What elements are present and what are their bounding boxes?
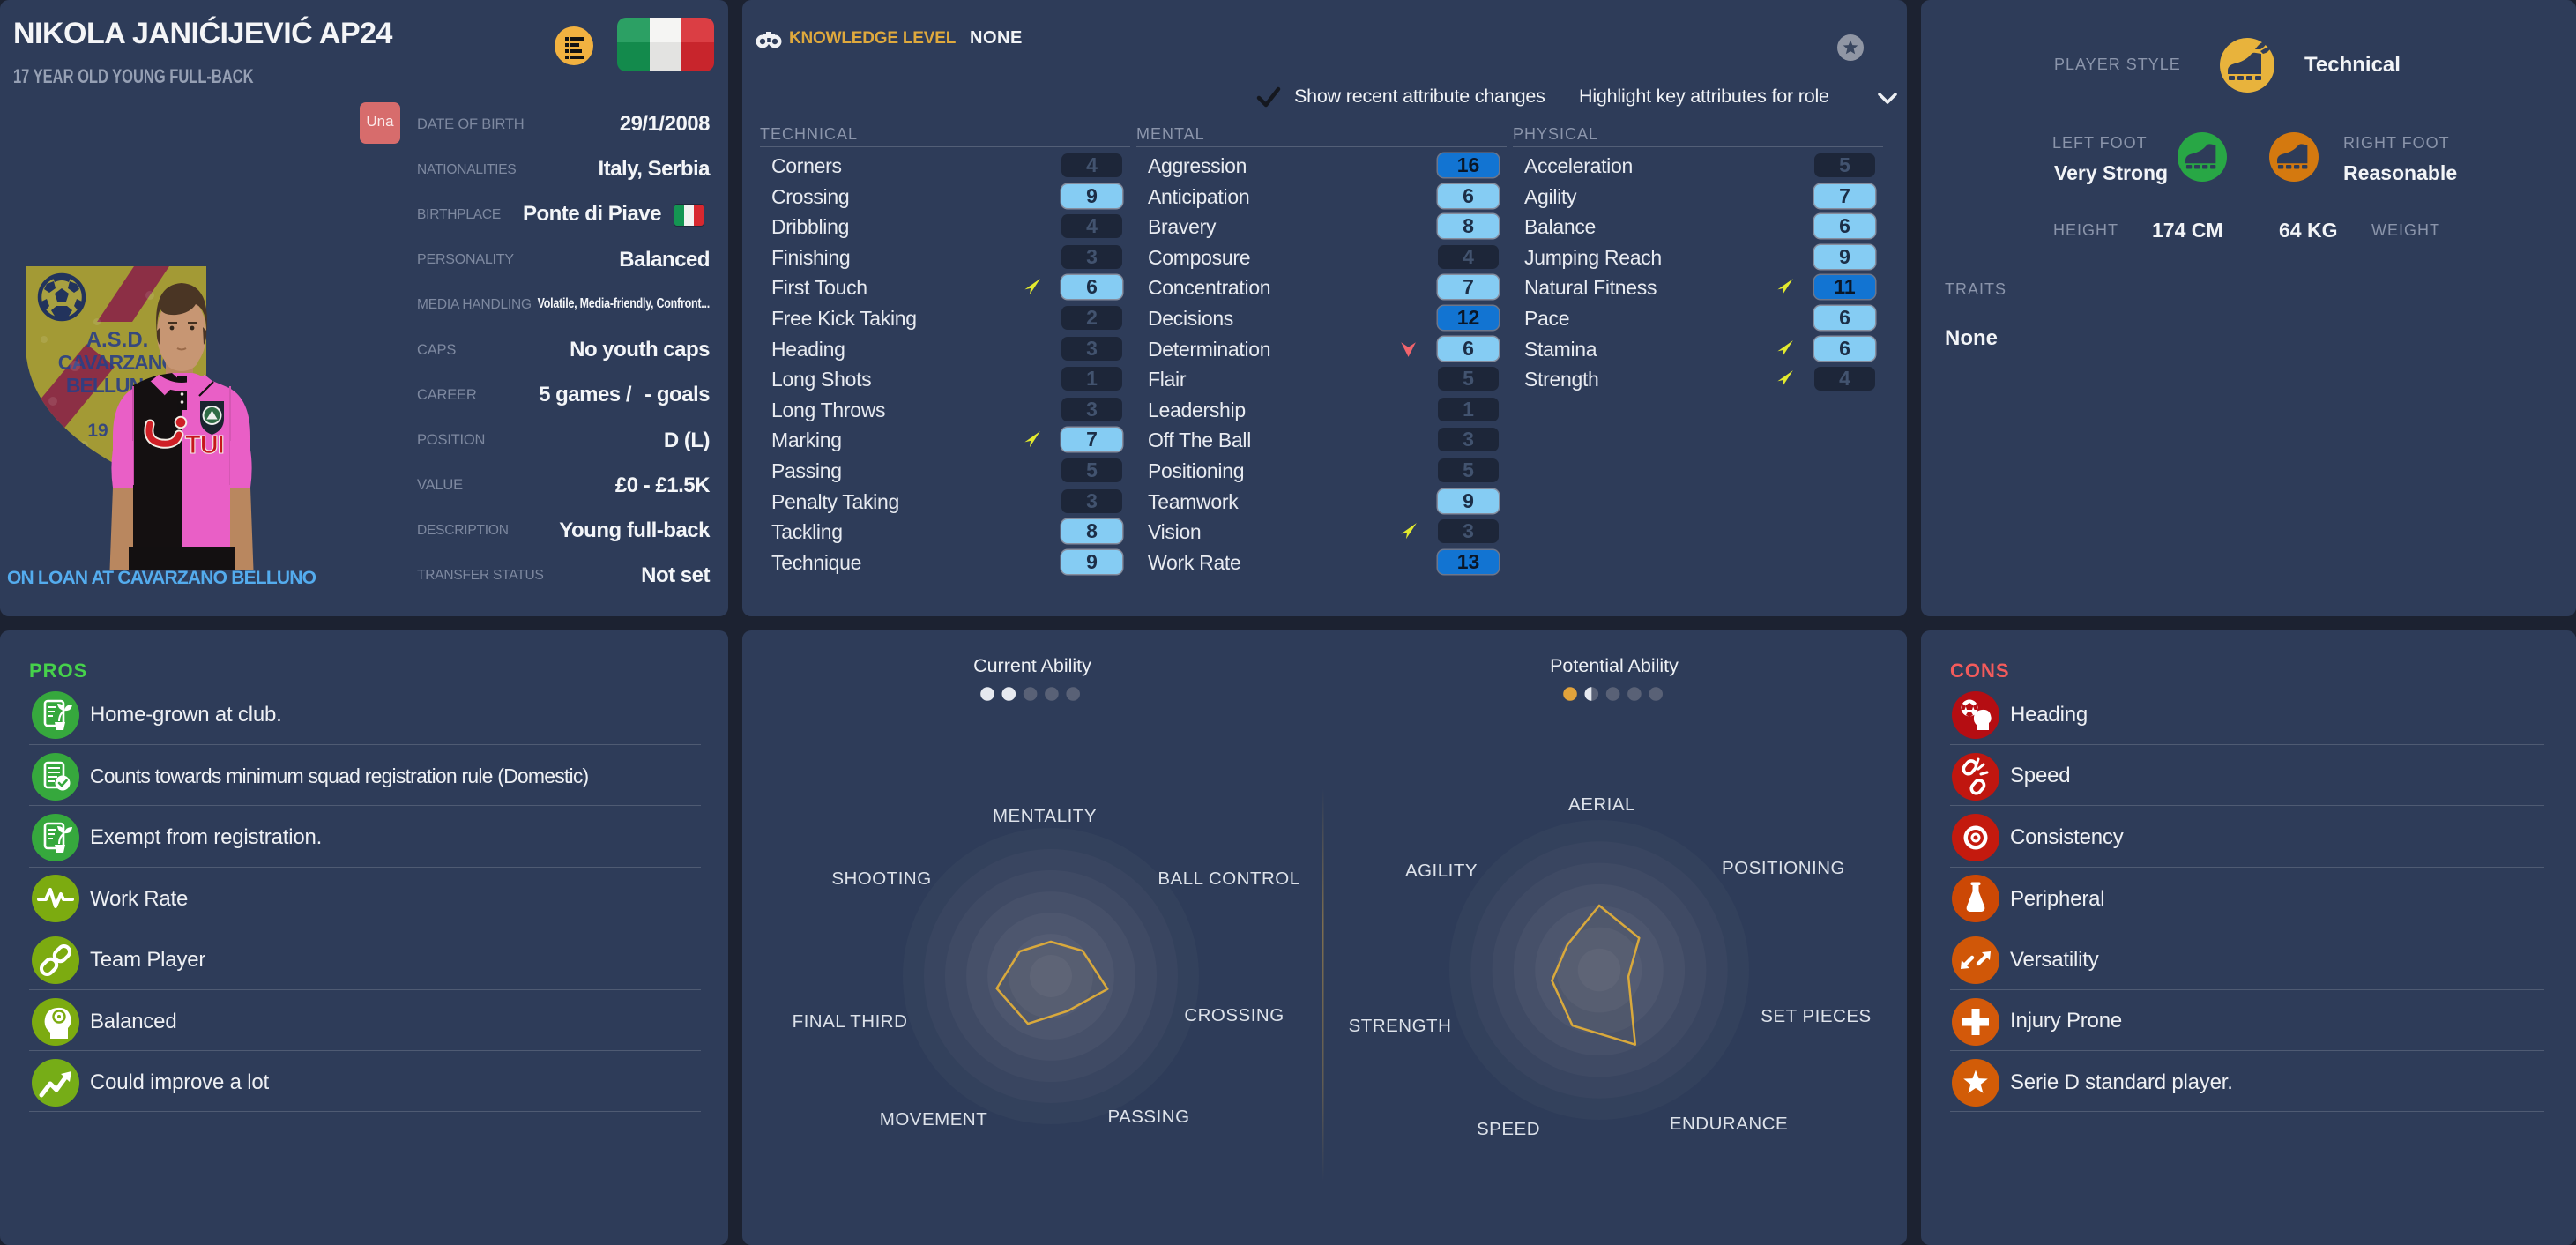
svg-text:19: 19 — [87, 421, 108, 441]
svg-text:A.S.D.: A.S.D. — [86, 328, 149, 352]
svg-text:MOVEMENT: MOVEMENT — [880, 1109, 987, 1129]
svg-text:PASSING: PASSING — [1107, 1107, 1189, 1127]
svg-text:POSITIONING: POSITIONING — [1722, 858, 1845, 878]
svg-text:SPEED: SPEED — [1477, 1119, 1540, 1139]
svg-text:STRENGTH: STRENGTH — [1349, 1016, 1452, 1036]
svg-text:SET PIECES: SET PIECES — [1761, 1006, 1871, 1026]
svg-text:AGILITY: AGILITY — [1405, 861, 1478, 881]
svg-text:AERIAL: AERIAL — [1568, 794, 1635, 815]
svg-text:TUI: TUI — [185, 431, 224, 459]
svg-text:SHOOTING: SHOOTING — [831, 869, 931, 889]
svg-text:BALL CONTROL: BALL CONTROL — [1158, 869, 1299, 889]
svg-text:ENDURANCE: ENDURANCE — [1670, 1114, 1788, 1134]
svg-text:CAVARZANO: CAVARZANO — [58, 351, 177, 374]
svg-text:FINAL THIRD: FINAL THIRD — [793, 1011, 908, 1032]
svg-text:CROSSING: CROSSING — [1184, 1005, 1284, 1025]
svg-text:MENTALITY: MENTALITY — [993, 806, 1097, 826]
